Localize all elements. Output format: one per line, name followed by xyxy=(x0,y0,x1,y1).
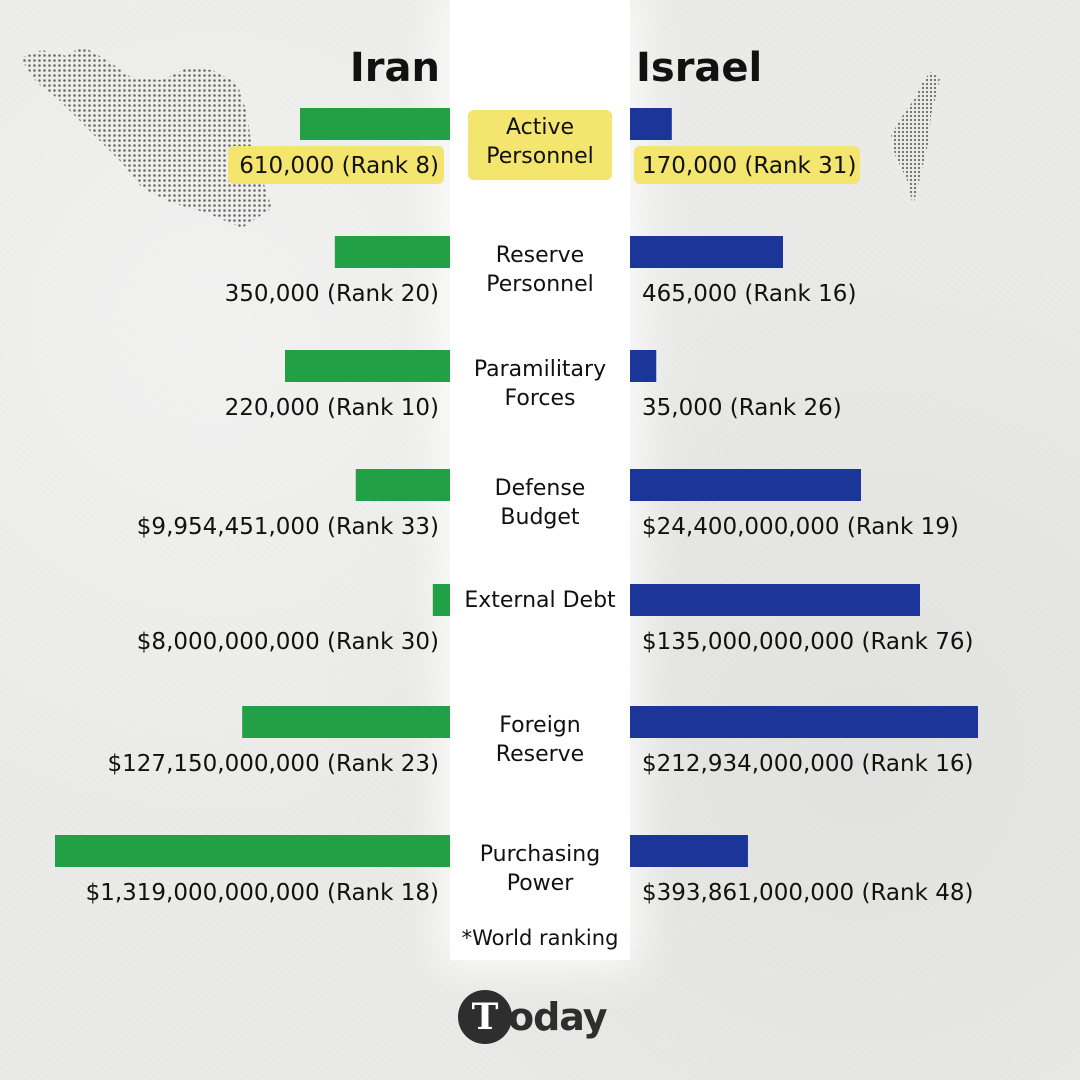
category-label: Power xyxy=(507,871,574,896)
iran-value-label: 610,000 (Rank 8) xyxy=(239,153,439,179)
iran-bar xyxy=(334,236,450,268)
category-label: Purchasing xyxy=(480,842,600,867)
israel-bar xyxy=(630,350,657,382)
iran-value-label: $127,150,000,000 (Rank 23) xyxy=(108,751,439,777)
category-label: External Debt xyxy=(464,588,616,613)
israel-header: Israel xyxy=(636,45,763,91)
israel-value-label: 170,000 (Rank 31) xyxy=(642,153,856,179)
category-label: Personnel xyxy=(486,144,594,169)
iran-value-highlight xyxy=(228,146,444,184)
iran-bar xyxy=(285,350,450,382)
category-label: Personnel xyxy=(486,272,594,297)
category-label: Budget xyxy=(500,505,580,530)
israel-bar xyxy=(630,236,783,268)
israel-value-label: $393,861,000,000 (Rank 48) xyxy=(642,880,973,906)
category-highlight xyxy=(468,110,612,180)
logo-mark: T xyxy=(458,990,512,1044)
iran-bar xyxy=(55,835,450,867)
logo-text: oday xyxy=(508,995,608,1039)
israel-bar xyxy=(630,108,672,140)
category-label: Reserve xyxy=(496,742,584,767)
iran-value-label: $9,954,451,000 (Rank 33) xyxy=(137,514,439,540)
footnote: *World ranking xyxy=(461,926,619,950)
iran-value-label: 350,000 (Rank 20) xyxy=(225,281,439,307)
israel-value-label: $135,000,000,000 (Rank 76) xyxy=(642,629,973,655)
israel-value-label: $212,934,000,000 (Rank 16) xyxy=(642,751,973,777)
israel-bar xyxy=(630,469,861,501)
israel-value-label: 35,000 (Rank 26) xyxy=(642,395,842,421)
category-label: Defense xyxy=(495,476,586,501)
iran-map-icon xyxy=(20,46,272,228)
israel-value-label: 465,000 (Rank 16) xyxy=(642,281,856,307)
category-label: Reserve xyxy=(496,243,584,268)
category-label: Forces xyxy=(505,386,576,411)
iran-value-label: $1,319,000,000,000 (Rank 18) xyxy=(86,880,439,906)
iran-bar xyxy=(300,108,450,140)
iran-value-label: 220,000 (Rank 10) xyxy=(225,395,439,421)
iran-bar xyxy=(432,584,450,616)
comparison-chart: 610,000 (Rank 8) 170,000 (Rank 31) Active P… xyxy=(55,108,978,906)
israel-map-icon xyxy=(891,72,940,206)
israel-value-highlight xyxy=(634,146,860,184)
iran-header: Iran xyxy=(349,45,440,91)
category-label: Paramilitary xyxy=(474,357,606,382)
category-label: Foreign xyxy=(499,713,580,738)
iran-bar xyxy=(242,706,450,738)
israel-bar xyxy=(630,706,978,738)
today-logo: T oday xyxy=(458,988,608,1046)
iran-value-label: $8,000,000,000 (Rank 30) xyxy=(137,629,439,655)
israel-bar xyxy=(630,584,920,616)
iran-bar xyxy=(355,469,450,501)
category-label: Active xyxy=(506,115,574,140)
israel-bar xyxy=(630,835,748,867)
israel-value-label: $24,400,000,000 (Rank 19) xyxy=(642,514,959,540)
